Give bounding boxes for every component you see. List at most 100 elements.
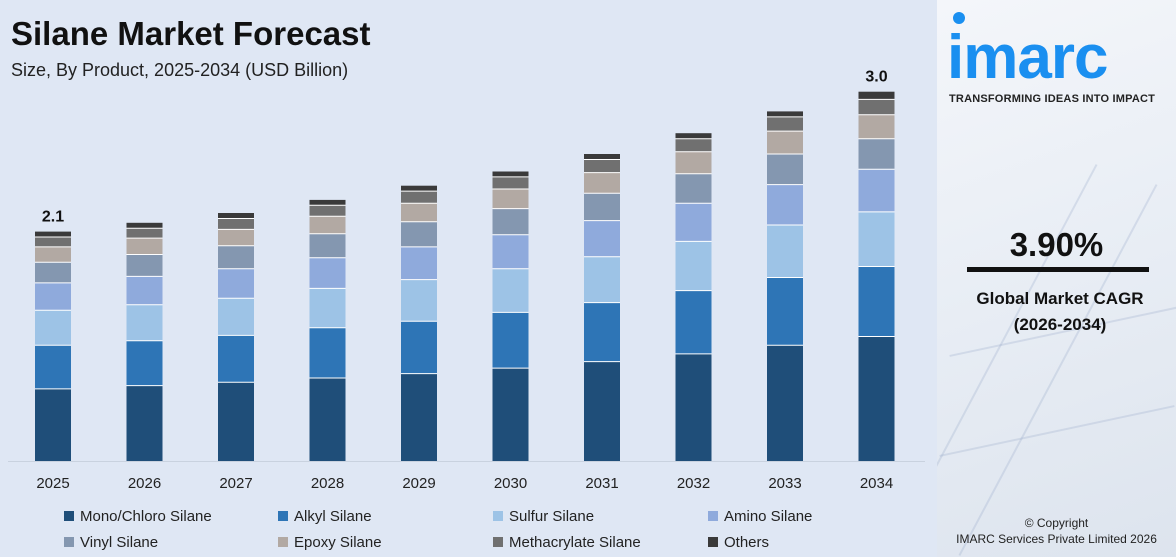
bar-segment <box>675 133 712 139</box>
bar-segment <box>309 288 346 328</box>
cagr-value: 3.90% <box>1009 226 1104 263</box>
chart-title: Silane Market Forecast <box>11 15 371 52</box>
bar-segment <box>584 302 620 362</box>
x-tick-label: 2026 <box>128 475 161 492</box>
bar-segment <box>35 388 71 461</box>
bar-segment <box>675 151 712 174</box>
decorative-line <box>939 405 1175 457</box>
chart-subtitle: Size, By Product, 2025-2034 (USD Billion… <box>11 60 349 80</box>
legend-label: Amino Silane <box>724 507 813 525</box>
legend-swatch <box>278 537 288 547</box>
bar-segment <box>675 353 712 461</box>
bar-segment <box>218 229 254 246</box>
legend-item: Mono/Chloro Silane <box>64 506 212 526</box>
bar-segment <box>492 208 529 235</box>
logo-text: imarc <box>947 23 1108 92</box>
bar-segment <box>767 131 803 154</box>
bar-segment <box>767 225 803 278</box>
bar-segment <box>858 99 895 115</box>
bar-segment <box>675 203 712 242</box>
bar-segment <box>218 268 254 299</box>
legend-label: Mono/Chloro Silane <box>80 507 212 525</box>
cagr-divider <box>967 267 1149 272</box>
bar-total-label: 2.1 <box>42 209 64 226</box>
legend-item: Methacrylate Silane <box>493 532 641 552</box>
bar-segment <box>584 256 620 303</box>
bar-segment <box>858 91 895 100</box>
bar-segment <box>309 199 346 206</box>
bar-segment <box>584 220 620 257</box>
chart-legend: Mono/Chloro Silane Alkyl Silane Sulfur Sil… <box>64 506 924 552</box>
legend-label: Sulfur Silane <box>509 507 595 525</box>
bar-segment <box>858 266 895 337</box>
bar-segment <box>401 221 437 247</box>
bar-segment <box>675 241 712 291</box>
bar-segment <box>858 169 895 212</box>
bar-segment <box>492 176 529 189</box>
bar-segment <box>858 114 895 139</box>
side-panel: imarc TRANSFORMING IDEAS INTO IMPACT 3.9… <box>937 0 1176 557</box>
legend-item: Sulfur Silane <box>493 506 594 526</box>
legend-swatch <box>493 537 503 547</box>
bar-segment <box>767 154 803 185</box>
bar-segment <box>309 233 346 258</box>
bar-segment <box>35 231 71 238</box>
bar-segment <box>218 218 254 230</box>
bar-segment <box>675 138 712 152</box>
bar-segment <box>126 385 163 461</box>
bar-segment <box>218 382 254 461</box>
bar-segment <box>767 184 803 225</box>
bar-segment <box>584 361 620 461</box>
bar-segment <box>675 290 712 354</box>
bar-segment <box>35 237 71 247</box>
legend-label: Methacrylate Silane <box>509 533 641 551</box>
bar-segment <box>767 345 803 461</box>
bar-segment <box>126 276 163 305</box>
bar-segment <box>675 173 712 204</box>
bar-segment <box>767 111 803 117</box>
x-tick-label: 2033 <box>768 475 801 492</box>
imarc-logo: imarc <box>947 12 1173 92</box>
bar-segment <box>35 310 71 346</box>
bar-segment <box>492 171 529 177</box>
copyright-line2: IMARC Services Private Limited 2026 <box>956 532 1157 546</box>
logo-tagline: TRANSFORMING IDEAS INTO IMPACT <box>949 93 1156 105</box>
x-tick-label: 2027 <box>219 475 252 492</box>
bar-segment <box>126 254 163 277</box>
legend-swatch <box>278 511 288 521</box>
x-tick-label: 2030 <box>494 475 527 492</box>
x-tick-label: 2025 <box>36 475 69 492</box>
bar-segment <box>401 279 437 322</box>
bar-segment <box>35 246 71 263</box>
bar-segment <box>218 335 254 383</box>
copyright-line1: © Copyright <box>1024 516 1089 530</box>
legend-swatch <box>493 511 503 521</box>
copyright: © Copyright IMARC Services Private Limit… <box>937 515 1176 547</box>
x-tick-label: 2029 <box>402 475 435 492</box>
bar-segment <box>492 312 529 369</box>
bar-segment <box>401 246 437 280</box>
bar-total-label: 3.0 <box>865 69 887 86</box>
cagr-label-line2: (2026-2034) <box>1013 315 1107 334</box>
legend-item: Others <box>708 532 769 552</box>
bar-segment <box>35 262 71 283</box>
bar-segment <box>309 205 346 217</box>
bar-segment <box>492 234 529 269</box>
bar-segment <box>401 185 437 192</box>
bar-segment <box>309 216 346 234</box>
bar-segment <box>767 277 803 346</box>
bar-segment <box>35 282 71 311</box>
bar-segment <box>584 154 620 160</box>
chart-area: Silane Market Forecast Size, By Product,… <box>8 15 925 552</box>
bar-segment <box>492 268 529 313</box>
bar-segment <box>858 211 895 267</box>
bar-segment <box>401 191 437 204</box>
legend-item: Amino Silane <box>708 506 812 526</box>
decorative-line <box>937 164 1098 536</box>
x-tick-label: 2032 <box>677 475 710 492</box>
x-tick-label: 2034 <box>860 475 893 492</box>
legend-item: Vinyl Silane <box>64 532 158 552</box>
x-tick-label: 2028 <box>311 475 344 492</box>
bar-segment <box>309 327 346 378</box>
bar-segment <box>309 257 346 289</box>
